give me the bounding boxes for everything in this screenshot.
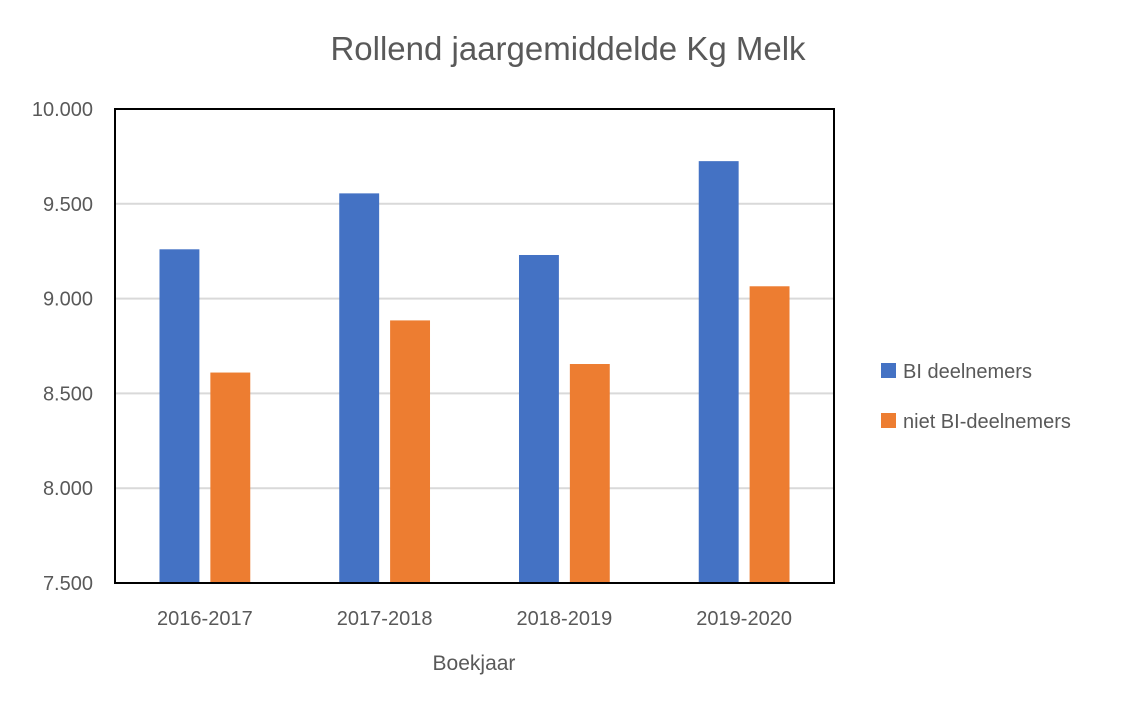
legend-swatch xyxy=(881,363,896,378)
y-tick-label: 8.500 xyxy=(43,383,93,405)
y-tick-label: 7.500 xyxy=(43,573,93,595)
x-axis-ticks: 2016-2017 2017-2018 2018-2019 2019-2020 xyxy=(157,608,792,630)
bar xyxy=(390,320,431,583)
legend-label: niet BI-deelnemers xyxy=(903,411,1071,433)
x-tick-label: 2019-2020 xyxy=(696,608,792,630)
x-axis-label: Boekjaar xyxy=(433,652,516,675)
bar xyxy=(339,193,380,583)
y-tick-label: 9.000 xyxy=(43,289,93,311)
bar xyxy=(698,161,739,583)
legend-label: BI deelnemers xyxy=(903,361,1032,383)
y-tick-label: 8.000 xyxy=(43,478,93,500)
x-tick-label: 2016-2017 xyxy=(157,608,253,630)
x-tick-label: 2018-2019 xyxy=(517,608,613,630)
chart-title: Rollend jaargemiddelde Kg Melk xyxy=(330,30,806,67)
legend-swatch xyxy=(881,413,896,428)
legend: BI deelnemers niet BI-deelnemers xyxy=(881,361,1071,433)
bars xyxy=(159,161,790,583)
bar xyxy=(159,249,200,583)
bar xyxy=(749,286,790,583)
y-tick-label: 10.000 xyxy=(32,99,93,121)
x-tick-label: 2017-2018 xyxy=(337,608,433,630)
bar xyxy=(569,364,610,583)
y-tick-label: 9.500 xyxy=(43,194,93,216)
bar xyxy=(518,254,559,583)
bar xyxy=(210,372,251,583)
plot-area-border xyxy=(114,108,835,584)
y-axis-ticks: 7.500 8.000 8.500 9.000 9.500 10.000 xyxy=(32,99,93,595)
